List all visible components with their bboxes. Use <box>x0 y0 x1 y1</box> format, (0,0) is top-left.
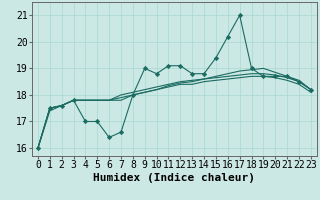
X-axis label: Humidex (Indice chaleur): Humidex (Indice chaleur) <box>93 173 255 183</box>
